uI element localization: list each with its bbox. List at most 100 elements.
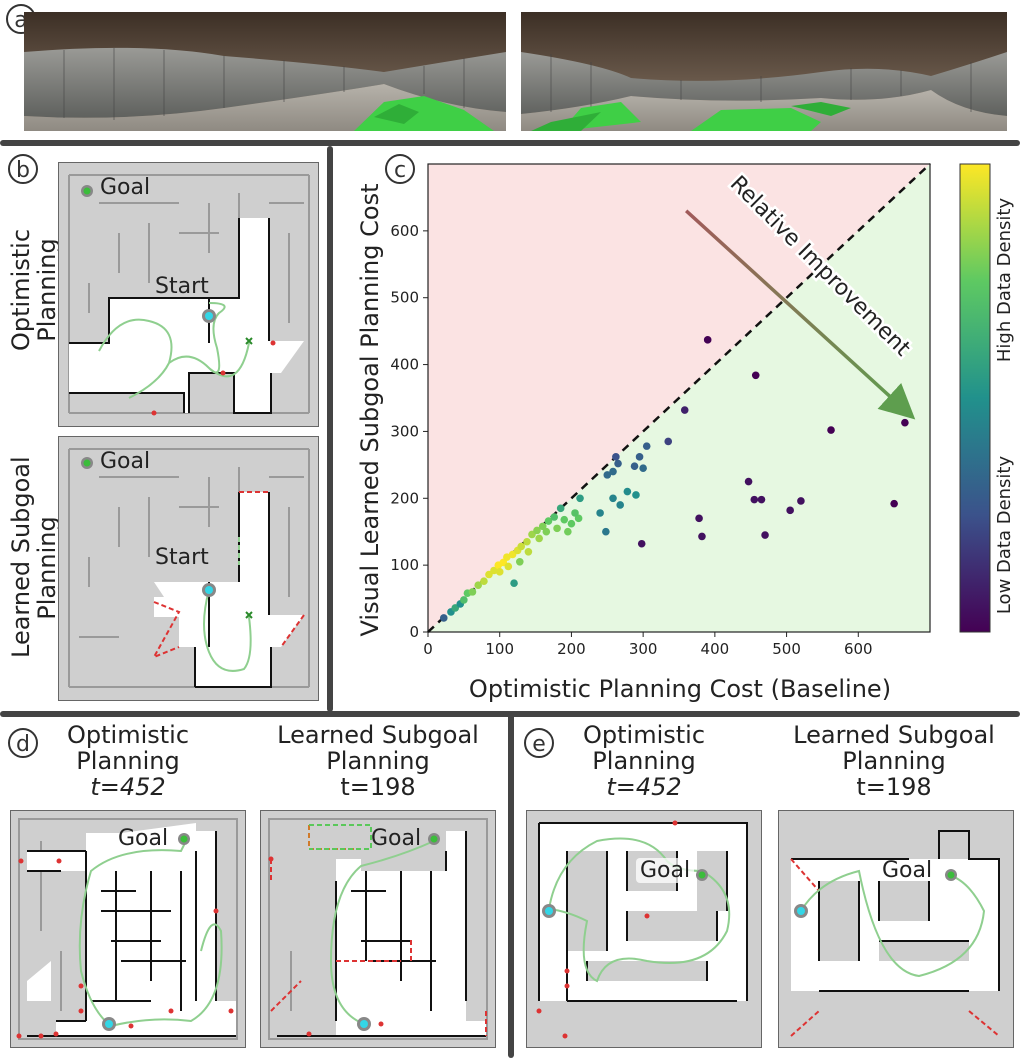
x-tick-label: 400 xyxy=(701,640,730,658)
data-point xyxy=(623,487,632,496)
e-right-title: Learned Subgoal Planning t=198 xyxy=(793,721,995,801)
data-point xyxy=(744,477,753,486)
divider-de xyxy=(508,712,514,1058)
data-point xyxy=(827,426,835,434)
data-point xyxy=(556,504,565,513)
goal-label-b-top: Goal xyxy=(100,175,151,200)
y-tick-label: 100 xyxy=(390,556,419,574)
x-tick-label: 300 xyxy=(629,640,658,658)
data-point xyxy=(614,459,622,468)
data-point xyxy=(890,499,898,508)
data-point xyxy=(515,558,524,566)
maze-map-e-optimistic xyxy=(526,810,762,1048)
panorama-right-image xyxy=(521,12,1007,131)
data-point xyxy=(576,494,584,503)
maze-map-e-learned-subgoal xyxy=(778,810,1014,1048)
maze-map-optimistic xyxy=(58,162,319,427)
data-point xyxy=(571,509,579,517)
start-label-b-bottom: Start xyxy=(155,545,209,570)
data-point xyxy=(550,513,559,521)
data-point xyxy=(751,371,760,380)
learned-subgoal-side-label: Learned Subgoal Planning xyxy=(7,456,61,658)
colorbar-high-label: High Data Density xyxy=(994,198,1015,363)
goal-label-e-left: Goal xyxy=(636,858,695,883)
data-point xyxy=(786,506,794,515)
maze-map-learned-subgoal xyxy=(58,436,319,701)
panel-letter-e: e xyxy=(524,728,554,758)
y-tick-label: 600 xyxy=(390,222,419,240)
data-point xyxy=(609,467,617,476)
x-tick-label: 100 xyxy=(485,640,514,658)
data-point xyxy=(480,577,488,585)
x-tick-label: 500 xyxy=(772,640,801,658)
d-left-title: Optimistic Planning t=452 xyxy=(66,721,190,801)
data-point xyxy=(596,509,604,517)
data-point xyxy=(637,539,646,548)
data-point xyxy=(533,526,541,535)
data-point xyxy=(542,527,551,536)
x-tick-label: 200 xyxy=(557,640,586,658)
data-point xyxy=(538,522,547,531)
y-tick-label: 0 xyxy=(409,623,419,641)
data-point xyxy=(510,579,518,587)
data-point xyxy=(616,501,624,509)
data-point xyxy=(639,464,647,473)
colorbar xyxy=(959,163,991,633)
colorbar-low-label: Low Data Density xyxy=(994,456,1015,615)
data-point xyxy=(553,524,561,533)
panel-letter-c: c xyxy=(385,154,415,184)
panel-letter-b: b xyxy=(8,154,38,184)
y-tick-label: 400 xyxy=(390,356,419,374)
data-point xyxy=(602,527,610,536)
plot-frame xyxy=(427,163,931,633)
goal-label-e-right: Goal xyxy=(882,858,933,883)
data-point xyxy=(664,437,673,446)
improvement-arrow xyxy=(684,209,916,420)
data-point xyxy=(495,568,504,576)
optimistic-planning-side-label: Optimistic Planning xyxy=(7,228,61,352)
y-tick-label: 200 xyxy=(390,489,419,507)
data-point xyxy=(567,519,576,528)
x-tick-label: 600 xyxy=(844,640,873,658)
data-point xyxy=(460,596,468,604)
data-point xyxy=(490,566,498,575)
maze-map-d-learned-subgoal xyxy=(260,810,496,1048)
data-point xyxy=(517,542,526,551)
data-point xyxy=(635,453,644,461)
data-point xyxy=(612,453,620,461)
data-point xyxy=(703,336,712,344)
x-tick-label: 0 xyxy=(423,640,433,658)
goal-label-b-bottom: Goal xyxy=(100,449,151,474)
data-point xyxy=(630,462,639,470)
y-axis-label: Visual Learned Subgoal Planning Cost xyxy=(356,184,384,637)
data-point xyxy=(503,553,511,561)
data-point xyxy=(535,534,543,543)
data-point xyxy=(560,515,569,524)
data-point xyxy=(642,442,651,450)
e-left-title: Optimistic Planning t=452 xyxy=(582,721,706,801)
data-point xyxy=(757,495,766,504)
data-point xyxy=(468,588,477,596)
divider-top xyxy=(0,140,1020,146)
data-point xyxy=(750,495,759,504)
data-point xyxy=(761,531,769,539)
data-point xyxy=(574,514,583,523)
d-right-title: Learned Subgoal Planning t=198 xyxy=(277,721,479,801)
data-point xyxy=(632,491,640,499)
start-label-b-top: Start xyxy=(155,274,209,299)
data-point xyxy=(698,532,706,541)
data-point xyxy=(474,581,482,589)
data-point xyxy=(504,562,513,571)
data-point xyxy=(609,494,617,503)
divider-bc xyxy=(327,146,333,712)
panorama-left-image xyxy=(24,12,506,131)
maze-map-d-optimistic xyxy=(10,810,246,1048)
data-point xyxy=(439,614,448,622)
x-axis-label: Optimistic Planning Cost (Baseline) xyxy=(469,675,891,703)
data-point xyxy=(524,547,533,556)
y-tick-label: 300 xyxy=(390,422,419,440)
goal-label-d-left: Goal xyxy=(118,826,169,851)
data-point xyxy=(901,418,909,427)
data-point xyxy=(603,471,612,479)
